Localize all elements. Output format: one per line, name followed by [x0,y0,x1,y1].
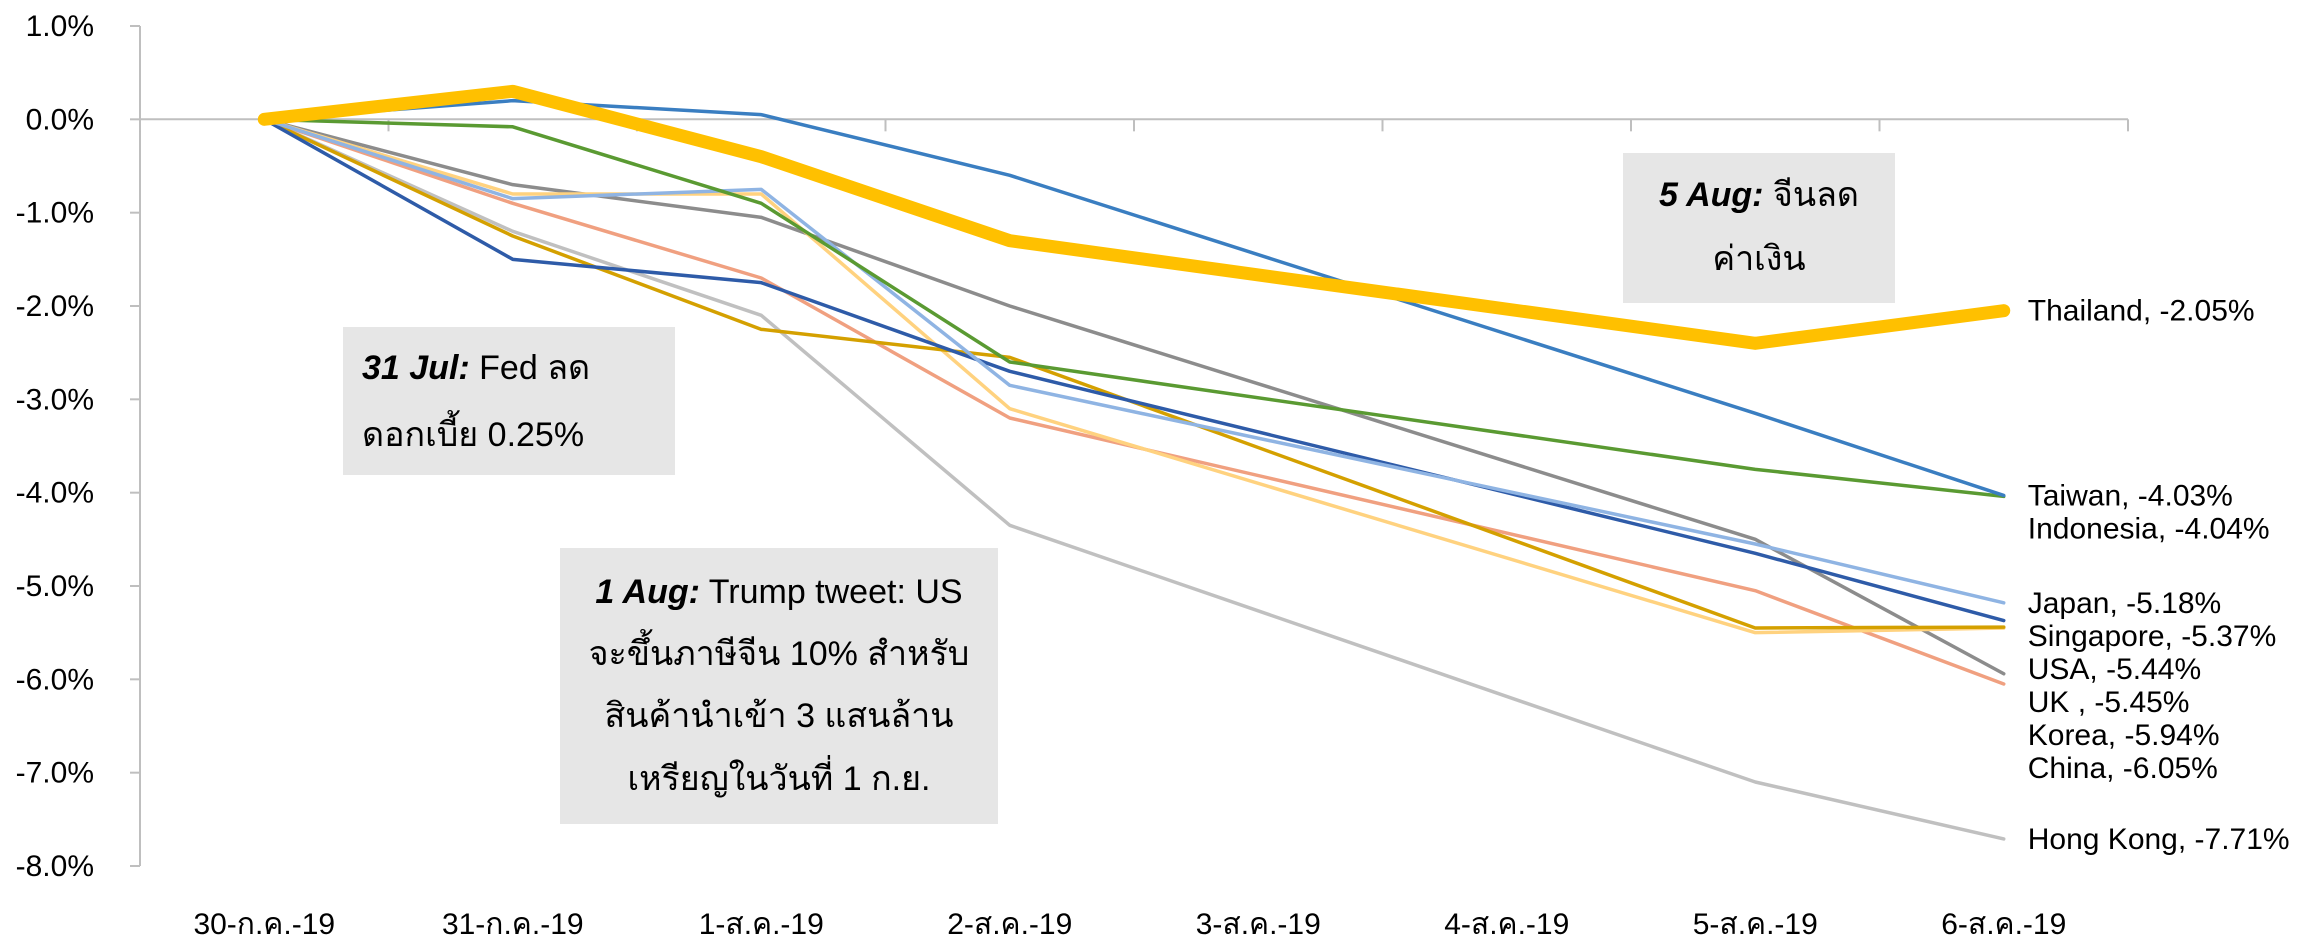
annotation-box [1623,153,1895,303]
annotations: 31 Jul: Fed ลด ดอกเบี้ย 0.25% 1 Aug: Tru… [343,153,1895,824]
annotation-bold: 1 Aug: [595,573,700,611]
annotation-text: จะขึ้นภาษีจีน 10% สำหรับ [589,629,970,673]
y-tick-label: -5.0% [16,570,94,603]
series-end-label: China, -6.05% [2028,752,2218,785]
series-end-label: Thailand, -2.05% [2028,295,2255,328]
series-end-label: USA, -5.44% [2028,653,2201,686]
series-end-label: Singapore, -5.37% [2028,620,2277,653]
x-tick-label: 4-ส.ค.-19 [1444,908,1569,940]
annotation-31-jul: 31 Jul: Fed ลด ดอกเบี้ย 0.25% [343,327,675,475]
annotation-line: Trump tweet: US [700,573,963,611]
annotation-text: 5 Aug: จีนลด [1659,176,1859,214]
x-tick-label: 31-ก.ค.-19 [442,908,584,940]
series-line-china [262,117,2006,686]
y-tick-label: -6.0% [16,663,94,696]
series-line-indonesia [262,117,2006,499]
annotation-bold: 5 Aug: [1659,176,1764,214]
series-line-hong-kong [262,117,2006,841]
annotation-text: ค่าเงิน [1712,240,1805,278]
series-line-usa [262,117,2006,630]
annotation-bold: 31 Jul: [362,349,470,387]
x-tick-label: 3-ส.ค.-19 [1196,908,1321,940]
annotation-box [560,548,998,824]
series-line-taiwan [262,98,2006,498]
annotation-text: เหรียญในวันที่ 1 ก.ย. [628,755,931,798]
y-tick-label: 1.0% [26,10,94,43]
axes [139,26,2128,866]
annotation-line: จีนลด [1763,176,1859,214]
y-tick-label: -7.0% [16,757,94,790]
series-end-label: Korea, -5.94% [2028,719,2220,752]
series-end-labels: Thailand, -2.05% Taiwan, -4.03%Indonesia,… [2028,295,2290,856]
x-tick-label: 5-ส.ค.-19 [1693,908,1818,940]
series-end-label: Indonesia, -4.04% [2028,512,2270,545]
series-line-thailand [257,84,2011,350]
series-line-japan [262,117,2006,605]
y-tick-label: -2.0% [16,290,94,323]
series-end-label: Hong Kong, -7.71% [2028,823,2290,856]
annotation-5-aug: 5 Aug: จีนลด ค่าเงิน [1623,153,1895,303]
series-line-korea [262,117,2006,676]
y-tick-label: -8.0% [16,850,94,883]
series-lines [257,84,2011,841]
y-ticks: 1.0% 0.0% -1.0% -2.0% -3.0% -4.0% -5.0% -6.0% -7… [16,10,140,883]
x-tick-label: 6-ส.ค.-19 [1941,908,2066,940]
annotation-text: 31 Jul: Fed ลด [362,349,590,387]
annotation-text: สินค้านำเข้า 3 แสนล้าน [605,697,954,735]
annotation-text: 1 Aug: Trump tweet: US [595,573,962,611]
y-tick-label: 0.0% [26,103,94,136]
y-tick-label: -4.0% [16,477,94,510]
series-line-singapore [262,117,2006,623]
annotation-line: Fed ลด [470,349,590,387]
x-tick-label: 30-ก.ค.-19 [193,908,335,940]
annotation-text: ดอกเบี้ย 0.25% [362,410,584,454]
annotation-1-aug: 1 Aug: Trump tweet: US จะขึ้นภาษีจีน 10%… [560,548,998,824]
y-tick-label: -3.0% [16,383,94,416]
x-tick-label: 1-ส.ค.-19 [699,908,824,940]
series-end-label: UK , -5.45% [2028,686,2190,719]
series-end-label: Japan, -5.18% [2028,587,2221,620]
annotation-box [343,327,675,475]
series-end-label: Taiwan, -4.03% [2028,479,2233,512]
x-tick-label: 2-ส.ค.-19 [947,908,1072,940]
series-line-uk [262,117,2006,635]
x-ticks: 30-ก.ค.-19 31-ก.ค.-19 1-ส.ค.-19 2-ส.ค.-19 3-… [139,119,2129,940]
y-tick-label: -1.0% [16,197,94,230]
